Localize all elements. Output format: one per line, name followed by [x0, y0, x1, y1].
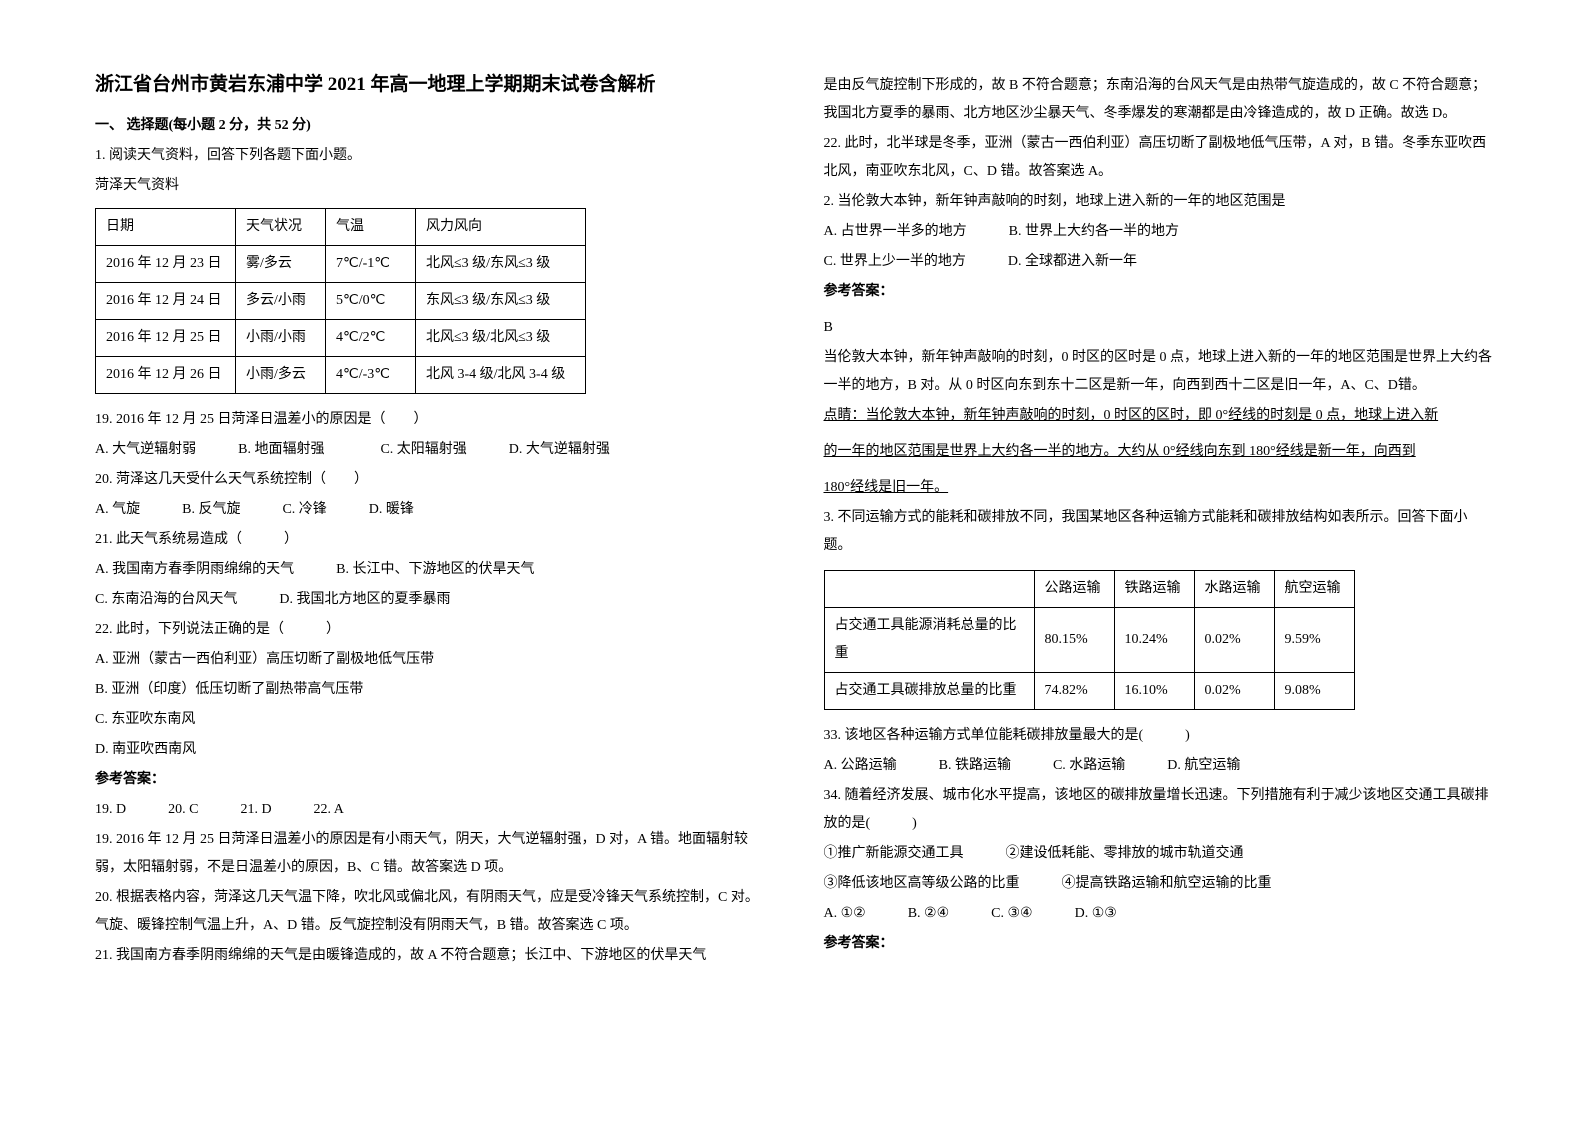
transport-table: 公路运输 铁路运输 水路运输 航空运输 占交通工具能源消耗总量的比重80.15%…: [824, 570, 1355, 710]
exp2d: 180°经线是旧一年。: [824, 474, 1493, 502]
q22-c: C. 东亚吹东南风: [95, 706, 764, 734]
col2-p2: 22. 此时，北半球是冬季，亚洲（蒙古一西伯利亚）高压切断了副极地低气压带，A …: [824, 130, 1493, 186]
exp19: 19. 2016 年 12 月 25 日菏泽日温差小的原因是有小雨天气，阴天，大…: [95, 826, 764, 882]
q21-c: C. 东南沿海的台风天气 D. 我国北方地区的夏季暴雨: [95, 586, 764, 614]
q33: 33. 该地区各种运输方式单位能耗碳排放量最大的是( ): [824, 722, 1493, 750]
q1-intro: 1. 阅读天气资料，回答下列各题下面小题。: [95, 142, 764, 170]
q20: 20. 菏泽这几天受什么天气系统控制（ ）: [95, 466, 764, 494]
q22-a: A. 亚洲（蒙古一西伯利亚）高压切断了副极地低气压带: [95, 646, 764, 674]
exp20: 20. 根据表格内容，菏泽这几天气温下降，吹北风或偏北风，有阴雨天气，应是受冷锋…: [95, 884, 764, 940]
q2-c: C. 世界上少一半的地方 D. 全球都进入新一年: [824, 248, 1493, 276]
exp2a: 当伦敦大本钟，新年钟声敲响的时刻，0 时区的区时是 0 点，地球上进入新的一年的…: [824, 344, 1493, 400]
exp2b: 点睛：当伦敦大本钟，新年钟声敲响的时刻，0 时区的区时，即 0°经线的时刻是 0…: [824, 402, 1493, 430]
q21-a: A. 我国南方春季阴雨绵绵的天气 B. 长江中、下游地区的伏旱天气: [95, 556, 764, 584]
section-head: 一、 选择题(每小题 2 分，共 52 分): [95, 112, 764, 140]
q3: 3. 不同运输方式的能耗和碳排放不同，我国某地区各种运输方式能耗和碳排放结构如表…: [824, 504, 1493, 560]
q19-opts: A. 大气逆辐射弱 B. 地面辐射强 C. 太阳辐射强 D. 大气逆辐射强: [95, 436, 764, 464]
left-column: 浙江省台州市黄岩东浦中学 2021 年高一地理上学期期末试卷含解析 一、 选择题…: [95, 70, 764, 1052]
q2: 2. 当伦敦大本钟，新年钟声敲响的时刻，地球上进入新的一年的地区范围是: [824, 188, 1493, 216]
doc-title: 浙江省台州市黄岩东浦中学 2021 年高一地理上学期期末试卷含解析: [95, 70, 764, 100]
th: 气温: [326, 209, 416, 246]
th: 日期: [96, 209, 236, 246]
weather-table: 日期 天气状况 气温 风力风向 2016 年 12 月 23 日雾/多云7℃/-…: [95, 208, 586, 394]
q22-b: B. 亚洲（印度）低压切断了副热带高气压带: [95, 676, 764, 704]
q34-opts: A. ①② B. ②④ C. ③④ D. ①③: [824, 900, 1493, 928]
ans-head-3: 参考答案：: [824, 930, 1493, 958]
col2-p1: 是由反气旋控制下形成的，故 B 不符合题意；东南沿海的台风天气是由热带气旋造成的…: [824, 72, 1493, 128]
q22-d: D. 南亚吹西南风: [95, 736, 764, 764]
q34-1: ①推广新能源交通工具 ②建设低耗能、零排放的城市轨道交通: [824, 840, 1493, 868]
th: 天气状况: [236, 209, 326, 246]
q20-opts: A. 气旋 B. 反气旋 C. 冷锋 D. 暖锋: [95, 496, 764, 524]
q22: 22. 此时，下列说法正确的是（ ）: [95, 616, 764, 644]
q2-a: A. 占世界一半多的地方 B. 世界上大约各一半的地方: [824, 218, 1493, 246]
q34: 34. 随着经济发展、城市化水平提高，该地区的碳排放量增长迅速。下列措施有利于减…: [824, 782, 1493, 838]
exp21: 21. 我国南方春季阴雨绵绵的天气是由暖锋造成的，故 A 不符合题意；长江中、下…: [95, 942, 764, 970]
q19: 19. 2016 年 12 月 25 日菏泽日温差小的原因是（ ）: [95, 406, 764, 434]
exp2c: 的一年的地区范围是世界上大约各一半的地方。大约从 0°经线向东到 180°经线是…: [824, 438, 1493, 466]
ans-head: 参考答案：: [95, 766, 764, 794]
right-column: 是由反气旋控制下形成的，故 B 不符合题意；东南沿海的台风天气是由热带气旋造成的…: [824, 70, 1493, 1052]
th: 风力风向: [416, 209, 586, 246]
q21: 21. 此天气系统易造成（ ）: [95, 526, 764, 554]
q33-opts: A. 公路运输 B. 铁路运输 C. 水路运输 D. 航空运输: [824, 752, 1493, 780]
ans2: B: [824, 314, 1493, 342]
q1-sub: 菏泽天气资料: [95, 172, 764, 200]
ans-head-2: 参考答案：: [824, 278, 1493, 306]
ans1: 19. D 20. C 21. D 22. A: [95, 796, 764, 824]
q34-3: ③降低该地区高等级公路的比重 ④提高铁路运输和航空运输的比重: [824, 870, 1493, 898]
